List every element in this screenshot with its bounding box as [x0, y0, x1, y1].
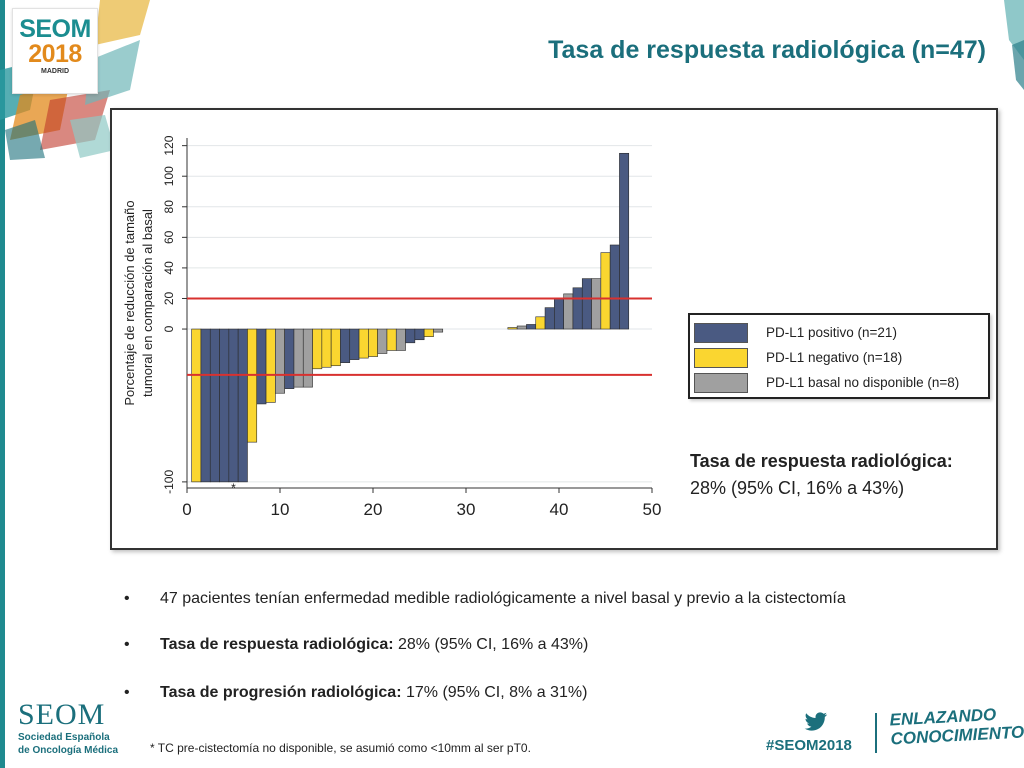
legend-label-negative: PD-L1 negativo (n=18): [766, 350, 903, 365]
bar-neg: [507, 327, 518, 330]
bar-na: [433, 328, 444, 333]
bar-neg: [600, 252, 611, 330]
y-axis-title-line-1: Porcentaje de reducción de tamaño: [122, 200, 137, 405]
y-tick-label: -100: [162, 470, 176, 494]
legend-label-positive: PD-L1 positivo (n=21): [766, 325, 897, 340]
bullet-text: Tasa de respuesta radiológica: 28% (95% …: [160, 636, 588, 654]
bullet-body: 28% (95% CI, 16% a 43%): [393, 636, 589, 653]
response-rate-box: Tasa de respuesta radiológica: 28% (95% …: [690, 448, 953, 502]
response-rate-value: 28% (95% CI, 16% a 43%): [690, 478, 905, 498]
footer-divider: [875, 713, 877, 753]
bar-pos: [554, 298, 564, 330]
seom-footer-logo: SEOM Sociedad Española de Oncología Médi…: [18, 698, 119, 757]
bullet-marker: •: [124, 636, 130, 653]
bar-neg: [535, 316, 546, 330]
legend-swatch-negative: [694, 348, 748, 368]
response-rate-title: Tasa de respuesta radiológica:: [690, 451, 953, 471]
legend-swatch-positive: [694, 323, 748, 343]
bar-neg: [330, 328, 341, 367]
y-tick-label: 20: [162, 291, 176, 305]
bar-pos: [581, 278, 592, 330]
bullet-marker: •: [124, 590, 130, 607]
bar-pos: [349, 328, 360, 360]
bullet-text: Tasa de progresión radiológica: 17% (95%…: [160, 684, 587, 702]
bar-pos: [609, 244, 620, 330]
bullet-bold: Tasa de respuesta radiológica:: [160, 636, 394, 653]
bullet-body: 47 pacientes tenían enfermedad medible r…: [160, 590, 846, 607]
slide-title: Tasa de respuesta radiológica (n=47): [548, 36, 986, 64]
bar-na: [275, 328, 285, 394]
x-tick-label: 10: [271, 500, 290, 519]
seom-2018-logo: SEOM 2018 MADRID: [0, 0, 150, 160]
bar-na: [516, 325, 527, 330]
legend-swatch-not-available: [694, 373, 748, 393]
bar-pos: [209, 328, 220, 483]
bar-pos: [340, 328, 351, 363]
logo-year-text: 2018: [28, 40, 82, 68]
logo-city-text: MADRID: [41, 68, 69, 75]
hashtag: #SEOM2018: [766, 737, 852, 754]
seom-footer-title: SEOM: [18, 698, 106, 731]
legend-label-not-available: PD-L1 basal no disponible (n=8): [766, 375, 960, 390]
bar-neg: [312, 328, 323, 370]
logo-seom-text: SEOM: [19, 15, 91, 43]
bar-pos: [619, 152, 630, 330]
chart-frame: -100 0 20 40 60 80 100 120 Porcentaje de reducci…: [110, 108, 998, 550]
bar-pos: [284, 328, 295, 389]
y-tick-label: 120: [162, 135, 176, 155]
bar-pos: [405, 328, 416, 344]
bullet-bold: Tasa de progresión radiológica:: [160, 684, 402, 701]
bullet-marker: •: [124, 684, 130, 701]
bullet-body: 17% (95% CI, 8% a 31%): [401, 684, 588, 701]
y-axis-title-line-2: tumoral en comparación al basal: [140, 209, 155, 397]
bar-pos: [572, 287, 583, 330]
y-tick-label: 40: [162, 261, 176, 275]
x-tick-label: 30: [457, 500, 476, 519]
bullet-text: 47 pacientes tenían enfermedad medible r…: [160, 590, 846, 608]
y-tick-label: 60: [162, 230, 176, 244]
bar-neg: [423, 328, 434, 337]
bar-na: [302, 328, 313, 388]
x-tick-label: 0: [182, 500, 191, 519]
left-accent-stripe: [0, 0, 5, 768]
bar-pos: [200, 328, 211, 483]
bar-neg: [265, 328, 276, 403]
bar-neg: [386, 328, 397, 351]
x-tick-label: 20: [364, 500, 383, 519]
bar-pos: [228, 328, 239, 483]
bar-pos: [256, 328, 267, 405]
bar-na: [395, 328, 406, 351]
y-tick-label: 0: [162, 325, 176, 332]
chart-legend: PD-L1 positivo (n=21) PD-L1 negativo (n=…: [688, 313, 990, 399]
bar-na: [293, 328, 304, 388]
twitter-bird-icon[interactable]: [804, 712, 828, 732]
x-tick-label: 40: [550, 500, 569, 519]
logo-decoration-shapes: [0, 0, 150, 160]
bar-neg: [358, 328, 369, 359]
y-tick-label: 80: [162, 200, 176, 214]
seom-footer-subtitle-2: de Oncología Médica: [18, 745, 119, 756]
enlazando-conocimiento-logo: ENLAZANDO CONOCIMIENTO: [889, 704, 1024, 749]
bar-neg: [321, 328, 332, 368]
footnote: * TC pre-cistectomía no disponible, se a…: [150, 741, 531, 755]
bar-na: [591, 278, 602, 330]
bar-pos: [237, 328, 248, 483]
x-tick-label: 50: [643, 500, 662, 519]
asterisk-marker: *: [231, 481, 236, 495]
seom-footer-subtitle-1: Sociedad Española: [18, 732, 110, 743]
bar-pos: [414, 328, 425, 341]
bar-neg: [247, 328, 258, 443]
top-right-decoration: [1004, 0, 1024, 90]
bar-pos: [526, 324, 537, 330]
y-tick-label: 100: [162, 166, 176, 186]
bar-neg: [368, 328, 378, 357]
bar-neg: [191, 328, 202, 483]
bar-pos: [544, 307, 555, 330]
bar-na: [377, 328, 388, 354]
bar-pos: [219, 328, 230, 483]
logo-box: SEOM 2018 MADRID: [12, 8, 98, 94]
